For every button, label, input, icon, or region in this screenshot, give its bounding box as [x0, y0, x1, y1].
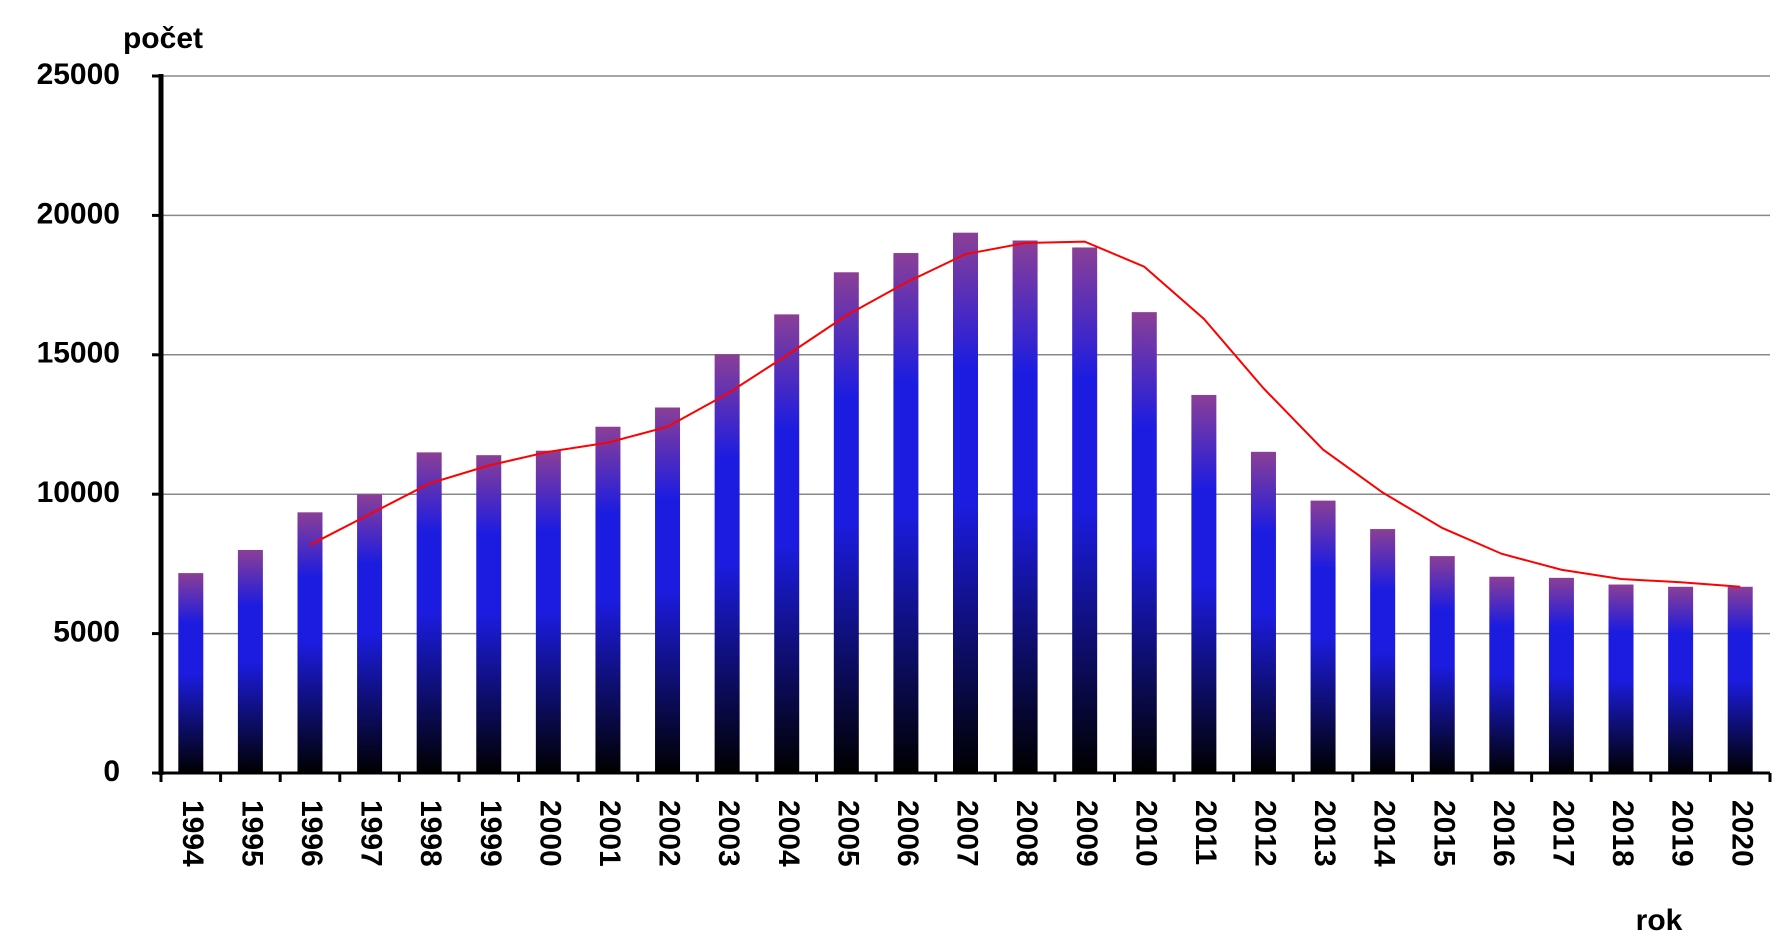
bar: [237, 549, 263, 773]
bar: [416, 452, 442, 773]
y-tick-label: 0: [103, 755, 120, 788]
bar: [714, 354, 740, 773]
bar: [1191, 394, 1217, 773]
y-tick-label: 25000: [37, 58, 120, 91]
bar: [1250, 451, 1276, 773]
x-tick-label: 1996: [295, 800, 328, 867]
bar: [774, 314, 800, 773]
bar: [1310, 500, 1336, 773]
x-tick-label: 2017: [1547, 800, 1580, 867]
x-tick-label: 2016: [1487, 800, 1520, 867]
y-tick-label: 5000: [53, 616, 120, 649]
bar: [1548, 577, 1574, 773]
bar: [833, 272, 859, 773]
x-tick-label: 2007: [951, 800, 984, 867]
x-tick-label: 2020: [1725, 800, 1758, 867]
x-tick-label: 2008: [1010, 800, 1043, 867]
bar: [1429, 556, 1455, 773]
bar: [476, 455, 502, 773]
trend-line: [309, 240, 1741, 588]
x-tick-label: 1995: [235, 800, 268, 867]
x-tick-label: 2013: [1308, 800, 1341, 867]
y-axis-label: počet: [123, 22, 203, 55]
x-axis-label: rok: [1636, 904, 1683, 937]
x-tick-label: 2002: [653, 800, 686, 867]
bar: [178, 573, 204, 773]
x-tick-label: 2000: [533, 800, 566, 867]
bar: [1608, 584, 1634, 773]
bar: [1370, 529, 1396, 773]
bar: [297, 512, 323, 773]
bar: [953, 232, 978, 773]
x-tick-label: 2015: [1427, 800, 1460, 867]
x-tick-label: 2005: [831, 800, 864, 867]
y-tick-label: 20000: [37, 197, 120, 230]
y-tick-label: 15000: [37, 337, 120, 370]
bar: [1131, 312, 1157, 773]
bar: [1668, 586, 1694, 773]
x-tick-label: 2001: [593, 800, 626, 867]
bar: [357, 494, 383, 773]
x-tick-label: 1997: [355, 800, 388, 867]
bar: [1012, 240, 1038, 773]
bar: [655, 407, 681, 773]
x-tick-label: 2004: [772, 800, 805, 867]
x-tick-label: 2003: [712, 800, 745, 867]
y-tick-label: 10000: [37, 476, 120, 509]
bar: [893, 253, 919, 774]
x-tick-label: 2010: [1129, 800, 1162, 867]
x-tick-label: 2011: [1189, 800, 1222, 865]
bar: [1489, 576, 1515, 773]
bar: [1727, 586, 1753, 773]
x-tick-label: 2012: [1249, 800, 1282, 867]
x-tick-label: 2006: [891, 800, 924, 867]
x-tick-label: 2018: [1606, 800, 1639, 867]
bar: [1072, 247, 1098, 773]
bar: [595, 426, 621, 773]
x-tick-label: 2009: [1070, 800, 1103, 867]
x-tick-label: 1998: [414, 800, 447, 867]
x-tick-label: 2014: [1368, 800, 1401, 867]
x-tick-label: 1999: [474, 800, 507, 867]
x-tick-label: 2019: [1666, 800, 1699, 867]
x-tick-label: 1994: [176, 800, 209, 867]
bar: [535, 450, 561, 773]
